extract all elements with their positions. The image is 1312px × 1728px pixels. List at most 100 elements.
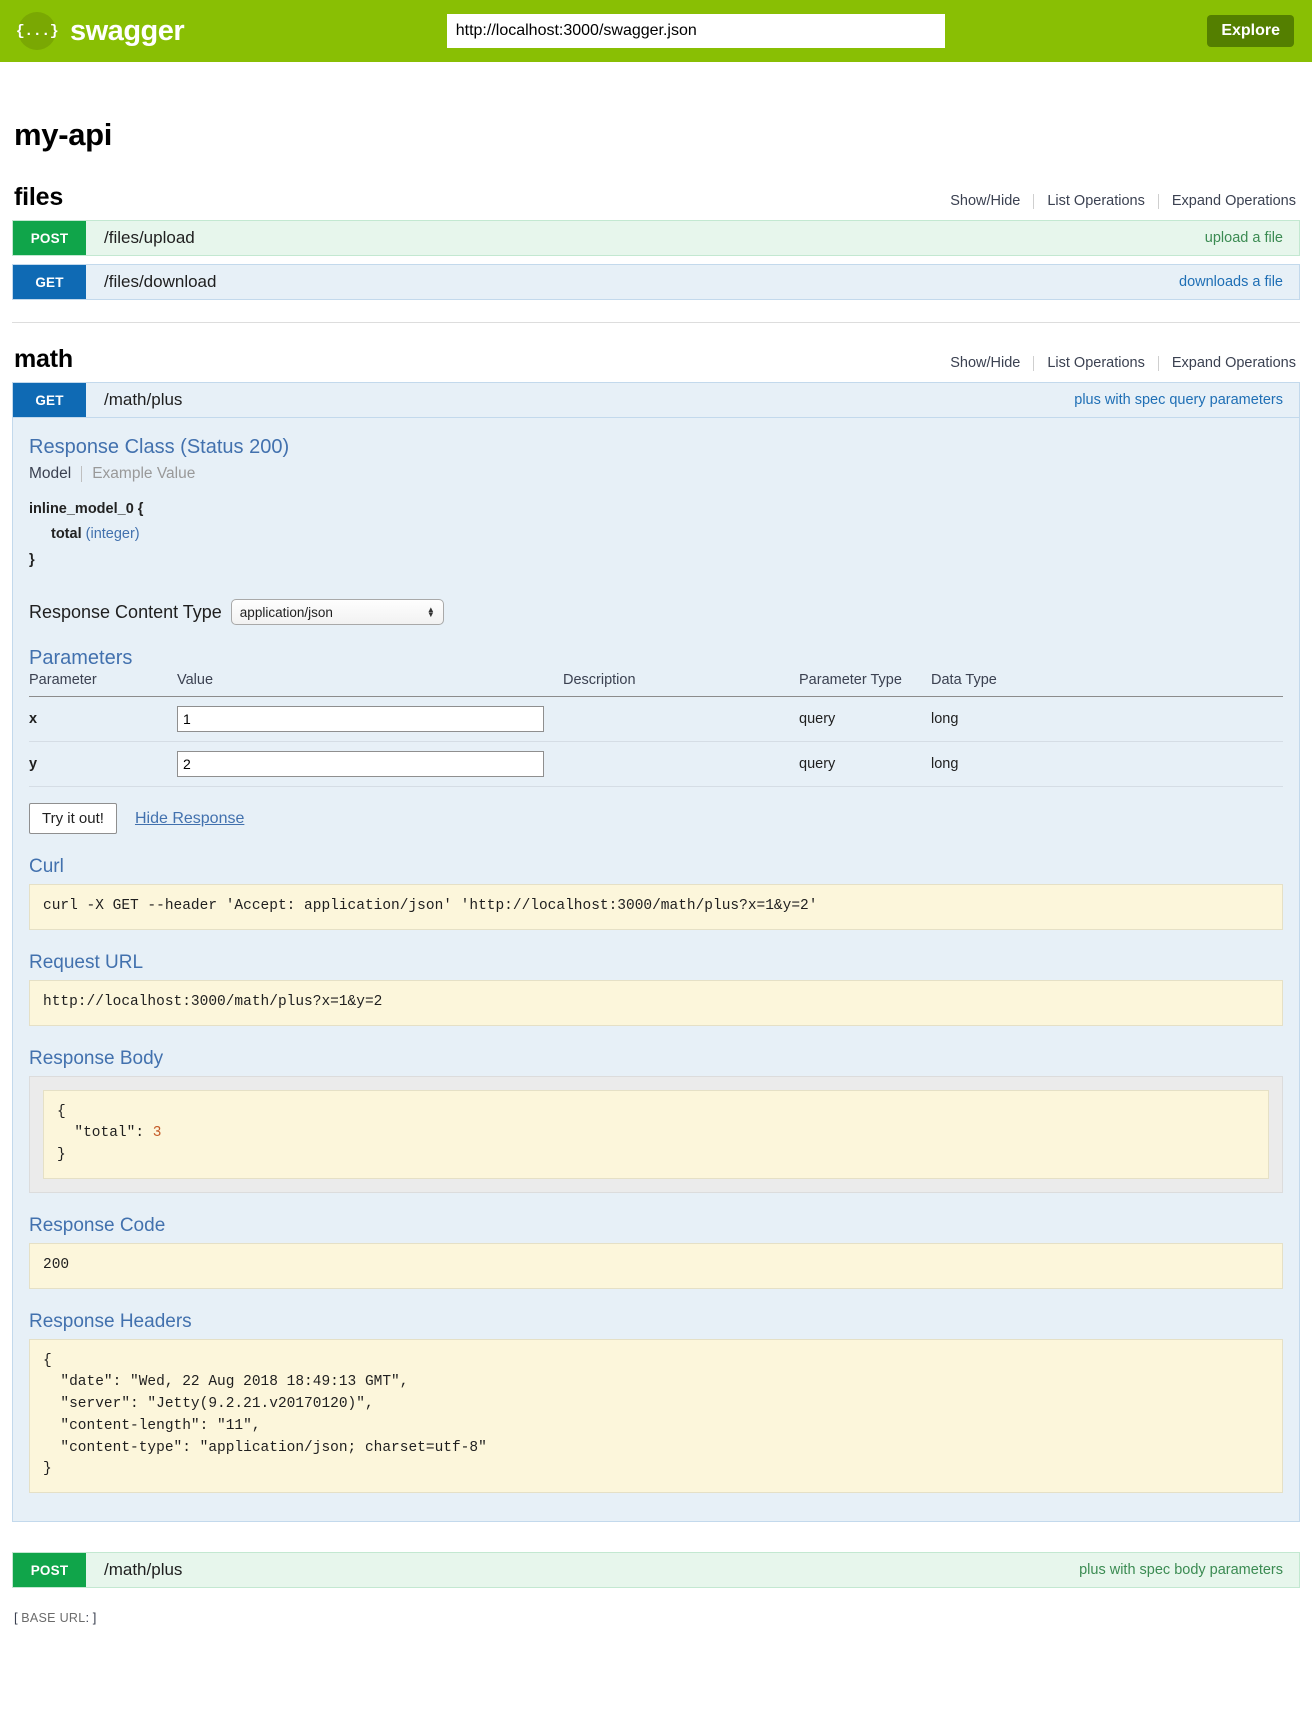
operation-path: /files/download — [104, 272, 217, 291]
method-badge-get: GET — [13, 265, 86, 299]
th-description: Description — [563, 672, 799, 698]
expand-operations-link-math[interactable]: Expand Operations — [1171, 355, 1296, 371]
th-parameter-type: Parameter Type — [799, 672, 931, 698]
th-value: Value — [177, 672, 563, 698]
parameters-header-row: Parameter Value Description Parameter Ty… — [29, 672, 1283, 698]
model-open-brace: inline_model_0 { — [29, 501, 144, 517]
options-divider — [1157, 193, 1159, 209]
response-content-type-row: Response Content Type application/json ▲… — [29, 599, 1283, 626]
footer-colon: : — [85, 1610, 93, 1626]
th-data-type: Data Type — [931, 672, 1283, 698]
param-type-x: query — [799, 696, 931, 743]
param-name-y: y — [29, 741, 177, 788]
operation-summary[interactable]: downloads a file — [1179, 274, 1283, 290]
options-divider — [1033, 355, 1035, 371]
options-divider — [1157, 355, 1159, 371]
param-input-y[interactable] — [177, 751, 544, 778]
resource-heading-files: files Show/Hide List Operations Expand O… — [12, 183, 1300, 220]
table-row: x query long — [29, 696, 1283, 743]
model-prop-type: (integer) — [85, 526, 140, 543]
response-body-key: "total": — [57, 1125, 153, 1142]
resource-name-files: files — [14, 183, 64, 211]
options-divider — [1033, 193, 1035, 209]
show-hide-link-files[interactable]: Show/Hide — [950, 193, 1021, 209]
operation-summary[interactable]: plus with spec query parameters — [1074, 392, 1283, 408]
table-row: y query long — [29, 741, 1283, 788]
curl-code-block: curl -X GET --header 'Accept: applicatio… — [29, 884, 1283, 930]
method-badge-get: GET — [13, 383, 86, 417]
request-url-code-block: http://localhost:3000/math/plus?x=1&y=2 — [29, 979, 1283, 1026]
response-body-title: Response Body — [29, 1047, 164, 1069]
response-content-type-select[interactable]: application/json ▲ ▼ — [230, 599, 444, 626]
operation-summary[interactable]: upload a file — [1204, 230, 1283, 246]
footer: [ BASE URL: ] — [12, 1596, 1300, 1651]
response-body-wrapper: { "total": 3 } — [29, 1075, 1283, 1193]
operation-path: /files/upload — [104, 228, 195, 247]
tab-divider — [81, 466, 83, 482]
explore-form — [184, 14, 1207, 48]
response-class-title: Response Class (Status 200) — [29, 436, 290, 458]
param-datatype-x: long — [931, 696, 1283, 743]
response-headers-code-block: { "date": "Wed, 22 Aug 2018 18:49:13 GMT… — [29, 1338, 1283, 1494]
spec-url-input[interactable] — [446, 14, 945, 48]
param-description-x — [563, 696, 799, 743]
operation-post-files-upload[interactable]: POST /files/upload upload a file — [12, 220, 1300, 256]
operation-get-math-plus[interactable]: GET /math/plus plus with spec query para… — [12, 382, 1300, 418]
resource-name-math: math — [14, 345, 73, 373]
operation-post-math-plus[interactable]: POST /math/plus plus with spec body para… — [12, 1552, 1300, 1589]
resource-math: math Show/Hide List Operations Expand Op… — [12, 322, 1300, 1589]
response-code-title: Response Code — [29, 1214, 166, 1236]
operation-path: /math/plus — [104, 1560, 183, 1580]
method-badge-post: POST — [13, 221, 86, 255]
operation-details-panel: Response Class (Status 200) Model Exampl… — [12, 418, 1300, 1523]
footer-baseurl-label: BASE URL — [21, 1611, 86, 1626]
response-code-block: 200 — [29, 1242, 1283, 1289]
method-badge-post: POST — [13, 1553, 86, 1588]
resource-options-math: Show/Hide List Operations Expand Operati… — [937, 355, 1298, 371]
param-datatype-y: long — [931, 741, 1283, 788]
response-body-open: { — [57, 1103, 66, 1120]
list-operations-link-math[interactable]: List Operations — [1047, 355, 1145, 371]
response-headers-title: Response Headers — [29, 1310, 192, 1332]
response-body-code-block: { "total": 3 } — [43, 1089, 1269, 1179]
th-parameter: Parameter — [29, 672, 177, 698]
swagger-logo[interactable]: {...} swagger — [16, 12, 185, 50]
param-type-y: query — [799, 741, 931, 788]
swagger-braces-icon: {...} — [16, 12, 59, 50]
model-tabs: Model Example Value — [29, 465, 1283, 483]
chevron-updown-icon: ▲ ▼ — [426, 605, 435, 620]
curl-title: Curl — [29, 856, 64, 878]
topbar: {...} swagger Explore — [0, 0, 1312, 62]
param-input-x[interactable] — [177, 706, 544, 733]
operation-get-files-download[interactable]: GET /files/download downloads a file — [12, 264, 1300, 300]
parameters-title: Parameters — [29, 647, 133, 670]
show-hide-link-math[interactable]: Show/Hide — [950, 355, 1021, 371]
swagger-ui-container: my-api files Show/Hide List Operations E… — [0, 117, 1312, 1651]
resource-options-files: Show/Hide List Operations Expand Operati… — [937, 193, 1298, 209]
param-name-x: x — [29, 696, 177, 743]
expand-operations-link-files[interactable]: Expand Operations — [1171, 193, 1296, 209]
parameters-table: Parameter Value Description Parameter Ty… — [29, 672, 1283, 788]
list-operations-link-files[interactable]: List Operations — [1047, 193, 1145, 209]
model-close-brace: } — [29, 551, 35, 568]
tab-example-value[interactable]: Example Value — [92, 465, 196, 482]
tab-model[interactable]: Model — [29, 465, 72, 482]
submit-row: Try it out! Hide Response — [29, 803, 1283, 835]
operation-summary[interactable]: plus with spec body parameters — [1079, 1562, 1283, 1579]
response-body-value: 3 — [152, 1125, 162, 1142]
footer-open-bracket: [ — [14, 1610, 18, 1626]
try-it-out-button[interactable]: Try it out! — [29, 803, 117, 835]
model-prop-name: total — [51, 526, 82, 543]
footer-close-bracket: ] — [92, 1610, 97, 1626]
resource-heading-math: math Show/Hide List Operations Expand Op… — [12, 345, 1300, 382]
explore-button[interactable]: Explore — [1207, 15, 1294, 47]
hide-response-link[interactable]: Hide Response — [134, 809, 245, 827]
operation-path: /math/plus — [104, 390, 183, 409]
request-url-title: Request URL — [29, 951, 144, 973]
param-description-y — [563, 741, 799, 788]
response-content-type-value: application/json — [239, 604, 333, 620]
response-content-type-label: Response Content Type — [29, 601, 222, 622]
response-body-close: } — [57, 1147, 66, 1164]
swagger-logo-text: swagger — [70, 14, 185, 47]
api-title: my-api — [14, 117, 113, 152]
